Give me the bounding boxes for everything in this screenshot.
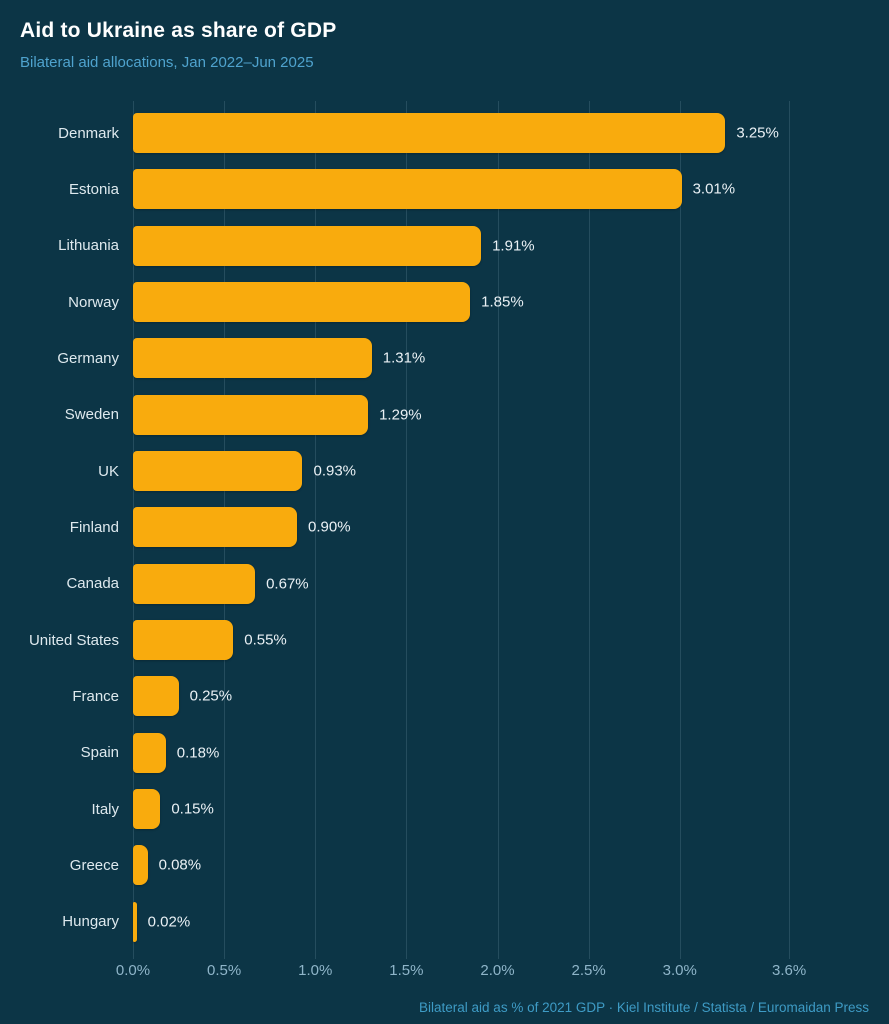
chart-title: Aid to Ukraine as share of GDP [20,19,337,42]
bar [133,507,298,548]
bar-row: UK 0.93% [0,443,889,499]
bar-track: 0.67% [133,563,862,604]
bar [133,845,148,886]
bar-row: Denmark 3.25% [0,105,889,161]
x-tick-label: 0.0% [115,962,151,979]
bar-track: 3.01% [133,169,862,210]
bar-track: 0.18% [133,732,862,773]
country-label: Finland [69,518,119,536]
bar [133,901,137,942]
bar-row: Estonia 3.01% [0,161,889,217]
value-label: 0.55% [244,631,287,649]
value-label: 1.91% [492,237,535,255]
x-axis: 0.0% 0.5% 1.0% 1.5% 2.0% 2.5% 3.0% 3.6% [116,962,862,986]
bar [133,732,166,773]
bar [133,451,303,492]
country-label: Greece [69,856,119,874]
bar [133,225,482,266]
bar-track: 0.08% [133,845,862,886]
country-label: Denmark [58,124,119,142]
country-label: Norway [68,293,119,311]
bar-track: 0.93% [133,451,862,492]
value-label: 0.93% [313,462,357,480]
country-label: Estonia [68,180,119,198]
value-label: 0.02% [147,913,191,931]
bar-row: Finland 0.90% [0,499,889,555]
bar-track: 0.25% [133,676,862,717]
bar-row: Hungary 0.02% [0,894,889,950]
bar-row: Norway 1.85% [0,274,889,330]
bar [133,563,256,604]
bar-track: 1.91% [133,225,862,266]
value-label: 0.67% [266,575,309,593]
chart-header: Aid to Ukraine as share of GDP Bilateral… [20,19,336,71]
value-label: 0.90% [308,518,351,536]
country-label: Germany [57,349,119,367]
bar-row: Lithuania 1.91% [0,218,889,274]
x-tick-label: 2.0% [480,962,515,979]
bar [133,676,179,717]
value-label: 0.15% [171,800,214,818]
x-tick-label: 1.5% [389,962,424,979]
country-label: Canada [66,575,119,593]
bar-track: 1.29% [133,394,862,435]
x-tick-label: 3.0% [662,962,697,979]
value-label: 3.01% [692,180,736,198]
value-label: 1.85% [481,293,524,311]
bar-chart: Denmark 3.25% Estonia 3.01% Lithuania 1.… [0,101,889,979]
bar-rows: Denmark 3.25% Estonia 3.01% Lithuania 1.… [0,105,889,950]
source-note: Bilateral aid as % of 2021 GDP · Kiel In… [419,1000,869,1015]
bar [133,394,369,435]
x-tick-label: 0.5% [207,962,242,979]
bar-row: France 0.25% [0,668,889,724]
bar-track: 0.02% [133,901,862,942]
country-label: Italy [91,800,119,818]
bar [133,338,372,379]
bar-row: Greece 0.08% [0,837,889,893]
value-label: 1.29% [379,406,422,424]
country-label: Lithuania [58,237,119,255]
bar [133,620,234,661]
bar-track: 0.90% [133,507,862,548]
country-label: UK [98,462,119,480]
bar-track: 1.85% [133,282,862,323]
value-label: 0.08% [158,856,202,874]
value-label: 1.31% [382,349,426,367]
country-label: France [72,687,119,705]
bar [133,113,726,154]
country-label: United States [28,631,119,649]
bar-row: Italy 0.15% [0,781,889,837]
country-label: Spain [80,744,119,762]
bar-track: 3.25% [133,113,862,154]
bar [133,169,682,210]
bar [133,282,471,323]
chart-subtitle: Bilateral aid allocations, Jan 2022–Jun … [20,54,314,71]
bar-row: Germany 1.31% [0,330,889,386]
bar-row: Canada 0.67% [0,556,889,612]
x-tick-label: 1.0% [298,962,333,979]
bar-track: 0.55% [133,620,862,661]
country-label: Hungary [62,913,119,931]
bar-row: Spain 0.18% [0,725,889,781]
bar-track: 0.15% [133,789,862,830]
x-tick-label: 3.6% [771,962,807,979]
bar-row: Sweden 1.29% [0,387,889,443]
bar [133,789,161,830]
value-label: 3.25% [736,124,779,142]
x-tick-label: 2.5% [571,962,606,979]
bar-row: United States 0.55% [0,612,889,668]
country-label: Sweden [64,406,119,424]
value-label: 0.25% [189,687,233,705]
bar-track: 1.31% [133,338,862,379]
value-label: 0.18% [176,744,220,762]
